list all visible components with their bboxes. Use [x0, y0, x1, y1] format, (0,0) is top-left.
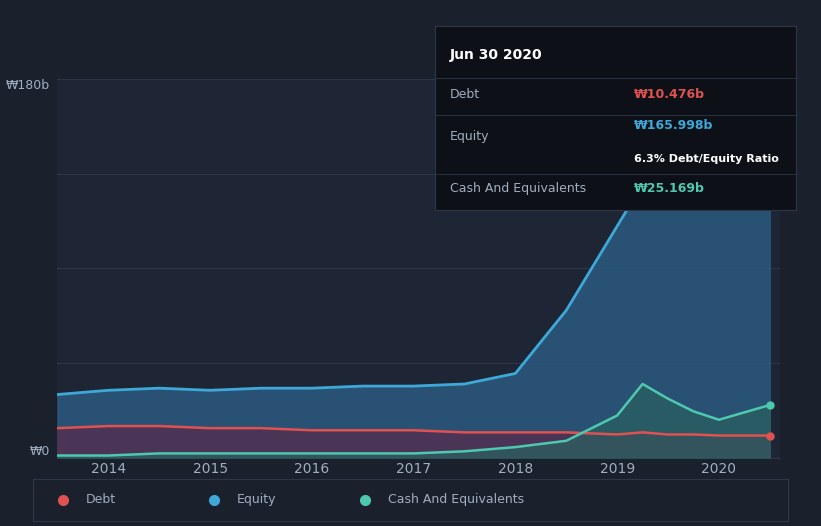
Text: Equity: Equity — [236, 493, 277, 506]
Text: Debt: Debt — [450, 88, 479, 101]
Text: 6.3% Debt/Equity Ratio: 6.3% Debt/Equity Ratio — [634, 154, 778, 164]
Text: Cash And Equivalents: Cash And Equivalents — [388, 493, 524, 506]
Text: Jun 30 2020: Jun 30 2020 — [450, 48, 542, 63]
Text: ₩180b: ₩180b — [6, 79, 50, 92]
Text: Cash And Equivalents: Cash And Equivalents — [450, 182, 585, 195]
Text: Debt: Debt — [85, 493, 116, 506]
Text: ₩165.998b: ₩165.998b — [634, 119, 713, 132]
Text: ₩25.169b: ₩25.169b — [634, 182, 704, 195]
Text: ₩10.476b: ₩10.476b — [634, 88, 704, 101]
Text: Equity: Equity — [450, 130, 489, 143]
Text: ₩0: ₩0 — [30, 444, 50, 458]
